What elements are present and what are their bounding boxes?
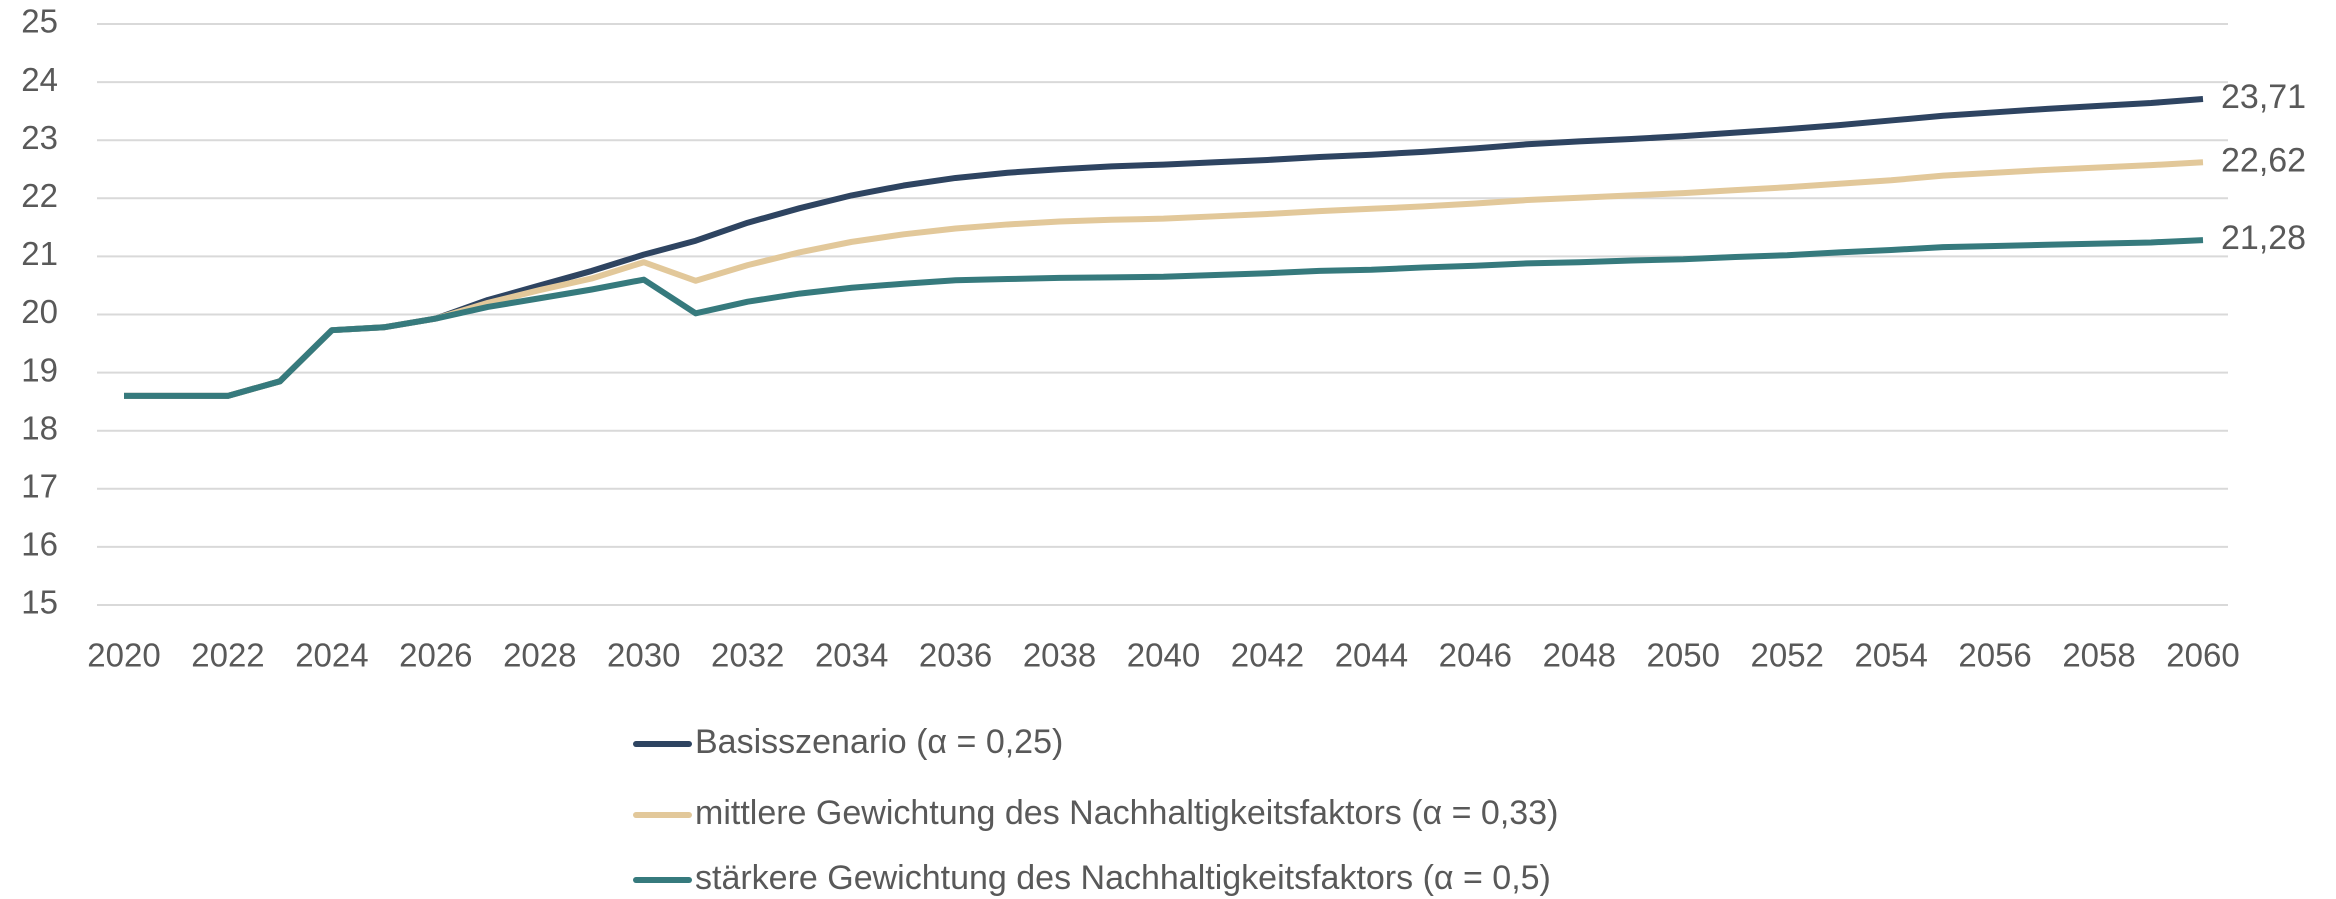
x-tick-label: 2038 [1023,637,1096,674]
y-tick-label: 20 [21,293,58,330]
x-tick-label: 2042 [1231,637,1304,674]
x-tick-label: 2030 [607,637,680,674]
y-tick-label: 15 [21,584,58,621]
legend-label: Basisszenario (α = 0,25) [695,723,1063,761]
y-tick-label: 23 [21,119,58,156]
x-tick-label: 2034 [815,637,888,674]
y-tick-label: 17 [21,468,58,505]
y-tick-label: 24 [21,61,58,98]
x-tick-label: 2028 [503,637,576,674]
x-tick-label: 2052 [1750,637,1823,674]
x-tick-label: 2050 [1647,637,1720,674]
x-tick-label: 2026 [399,637,472,674]
x-tick-label: 2044 [1335,637,1408,674]
x-tick-label: 2032 [711,637,784,674]
x-tick-label: 2056 [1958,637,2031,674]
y-tick-label: 25 [21,3,58,40]
x-tick-label: 2022 [191,637,264,674]
y-tick-label: 21 [21,235,58,272]
y-tick-label: 18 [21,409,58,446]
x-tick-label: 2024 [295,637,368,674]
y-tick-label: 22 [21,177,58,214]
x-tick-label: 2058 [2062,637,2135,674]
y-tick-label: 19 [21,351,58,388]
legend-label: stärkere Gewichtung des Nachhaltigkeitsf… [695,859,1551,897]
x-tick-label: 2040 [1127,637,1200,674]
series-line [124,237,2204,399]
y-tick-label: 16 [21,526,58,563]
x-tick-label: 2054 [1854,637,1927,674]
legend-label: mittlere Gewichtung des Nachhaltigkeitsf… [695,794,1558,832]
end-value-label: 22,62 [2221,141,2306,179]
x-tick-label: 2048 [1543,637,1616,674]
x-tick-label: 2046 [1439,637,1512,674]
x-tick-label: 2036 [919,637,992,674]
end-value-label: 21,28 [2221,219,2306,257]
end-value-label: 23,71 [2221,78,2306,116]
x-tick-label: 2020 [87,637,160,674]
x-tick-label: 2060 [2166,637,2239,674]
